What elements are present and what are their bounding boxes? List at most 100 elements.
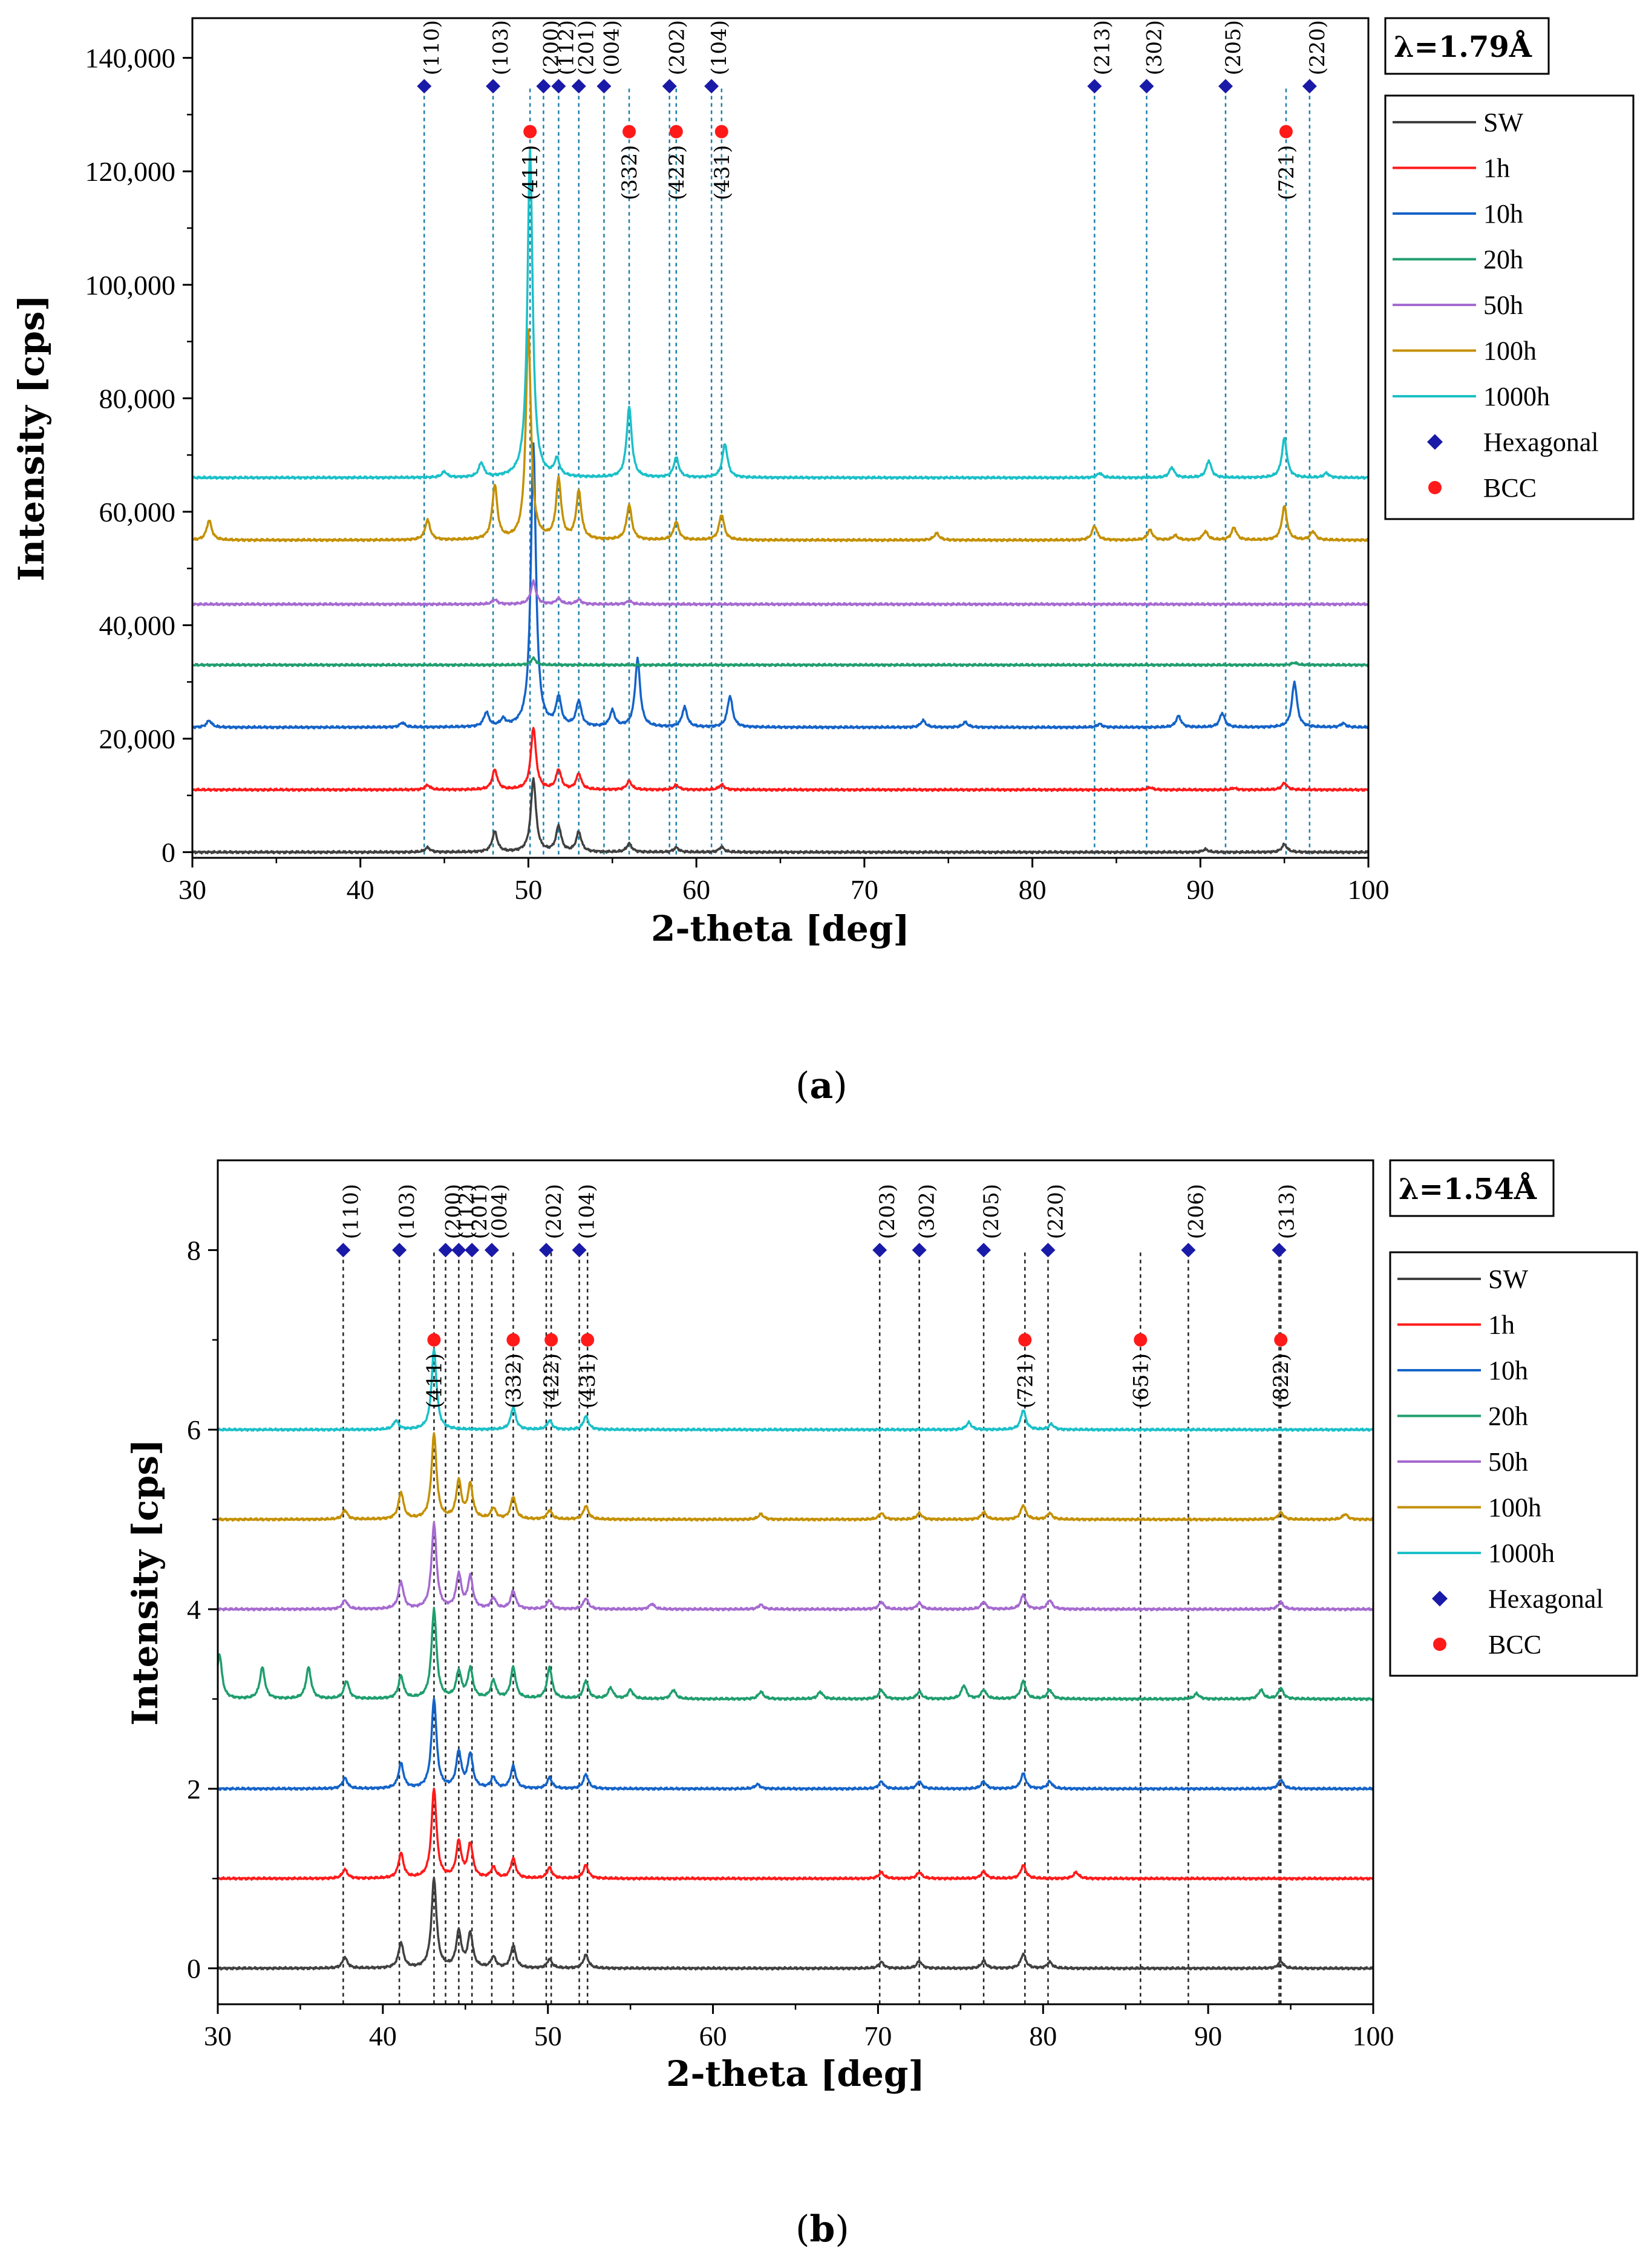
series-curves xyxy=(191,147,1370,855)
y-axis-title: Intensity [cps] xyxy=(11,295,52,581)
x-tick-label: 70 xyxy=(851,874,878,905)
bcc-marker xyxy=(1279,125,1293,139)
series-line-1h xyxy=(191,727,1370,792)
hexagonal-marker xyxy=(538,1243,554,1258)
bcc-label: (422) xyxy=(540,1353,564,1408)
hexagonal-marker xyxy=(572,1243,587,1258)
bcc-marker xyxy=(1134,1333,1148,1347)
plot-frame xyxy=(191,17,1370,859)
legend-label-Hexagonal: Hexagonal xyxy=(1483,428,1599,457)
x-tick-label: 80 xyxy=(1019,874,1047,905)
legend-swatch-bcc xyxy=(1428,481,1442,494)
hexagonal-marker xyxy=(1041,1243,1056,1258)
hexagonal-label: (200) xyxy=(539,20,563,75)
legend-label-BCC: BCC xyxy=(1483,473,1537,503)
legend-label-1000h: 1000h xyxy=(1483,382,1550,411)
y-axis: 0 2 4 6 8 xyxy=(187,1235,218,1984)
series-line-1h xyxy=(217,1787,1374,1881)
y-axis-title: Intensity [cps] xyxy=(125,1439,166,1726)
hexagonal-label: (201) xyxy=(468,1184,492,1239)
bcc-marker xyxy=(506,1333,520,1347)
series-line-SW xyxy=(191,777,1370,855)
bcc-marker xyxy=(1274,1333,1288,1347)
legend-label-1h: 1h xyxy=(1483,154,1510,183)
legend: SW 1h 10h 20h 50h 100h 1000h Hexagonal BCC xyxy=(1384,94,1635,520)
panel-a: 30 40 50 60 70 80 90 100 2-theta [deg] 0 20,000 40,… xyxy=(11,17,1635,949)
y-tick-label: 4 xyxy=(187,1594,201,1625)
x-axis: 30 40 50 60 70 80 90 100 xyxy=(204,2004,1394,2051)
bcc-label: (431) xyxy=(710,145,734,200)
hexagonal-label: (206) xyxy=(1184,1184,1208,1239)
hexagonal-label: (302) xyxy=(915,1184,939,1239)
wavelength-label: λ=1.54Å xyxy=(1399,1172,1537,1206)
y-tick-label: 6 xyxy=(187,1414,201,1445)
y-tick-label: 20,000 xyxy=(99,724,176,754)
bcc-label: (411) xyxy=(422,1353,446,1408)
x-tick-label: 40 xyxy=(369,2021,397,2051)
hexagonal-marker xyxy=(417,79,432,94)
panel-b: 30 40 50 60 70 80 90 100 2-theta [deg] 0 2 4 6 8 Inten… xyxy=(125,1159,1638,2094)
y-tick-label: 0 xyxy=(162,837,175,868)
y-tick-label: 140,000 xyxy=(85,43,176,74)
bcc-marker xyxy=(427,1333,441,1347)
legend-label-50h: 50h xyxy=(1483,290,1523,320)
y-tick-label: 40,000 xyxy=(99,610,176,641)
hexagonal-label: (103) xyxy=(395,1184,419,1239)
x-tick-label: 30 xyxy=(204,2021,232,2051)
hexagonal-label: (110) xyxy=(339,1184,363,1239)
legend: SW 1h 10h 20h 50h 100h 1000h Hexagonal BCC xyxy=(1389,1251,1638,1677)
series-line-50h xyxy=(191,579,1370,607)
bcc-label: (721) xyxy=(1275,145,1299,200)
hexagonal-marker xyxy=(465,1243,480,1258)
y-tick-label: 100,000 xyxy=(85,270,176,301)
legend-swatch-hexagonal xyxy=(1432,1590,1448,1607)
series-line-1000h xyxy=(191,147,1370,480)
hexagonal-label: (104) xyxy=(575,1184,599,1239)
series-line-100h xyxy=(217,1432,1374,1522)
bcc-marker xyxy=(669,125,683,139)
hexagonal-marker xyxy=(976,1243,992,1258)
legend-label-BCC: BCC xyxy=(1488,1630,1541,1659)
y-tick-label: 80,000 xyxy=(99,383,176,414)
legend-label-20h: 20h xyxy=(1483,245,1523,275)
hexagonal-label: (112) xyxy=(554,20,578,75)
hexagonal-label: (104) xyxy=(707,20,731,75)
panel-b-caption: (b) xyxy=(795,2208,849,2250)
series-line-SW xyxy=(217,1876,1374,1971)
hexagonal-marker xyxy=(536,79,551,94)
x-tick-label: 30 xyxy=(178,874,206,905)
legend-label-100h: 100h xyxy=(1483,336,1537,366)
bcc-label: (422) xyxy=(665,145,689,200)
y-tick-label: 0 xyxy=(187,1953,201,1984)
hexagonal-marker xyxy=(1181,1243,1196,1258)
x-tick-label: 60 xyxy=(699,2021,727,2051)
legend-label-50h: 50h xyxy=(1488,1447,1528,1477)
hexagonal-label: (201) xyxy=(575,20,599,75)
hexagonal-marker xyxy=(704,79,719,94)
phase-markers: (110) (103) (200)(112)(201)(004) (202) (104)… xyxy=(417,20,1330,200)
legend-swatch-hexagonal xyxy=(1427,434,1443,450)
legend-label-100h: 100h xyxy=(1488,1493,1541,1523)
legend-label-SW: SW xyxy=(1483,108,1523,137)
y-tick-label: 120,000 xyxy=(85,156,176,187)
hexagonal-marker xyxy=(596,79,612,94)
x-tick-label: 90 xyxy=(1186,874,1214,905)
x-tick-label: 50 xyxy=(534,2021,562,2051)
series-line-20h xyxy=(217,1607,1374,1702)
hexagonal-label: (220) xyxy=(1305,20,1330,75)
x-tick-label: 50 xyxy=(514,874,542,905)
y-tick-label: 2 xyxy=(187,1774,201,1805)
hexagonal-label: (302) xyxy=(1142,20,1166,75)
hexagonal-marker xyxy=(872,1243,887,1258)
bcc-marker xyxy=(523,125,537,139)
bcc-label: (431) xyxy=(576,1353,600,1408)
hexagonal-marker xyxy=(1218,79,1233,94)
hexagonal-label: (202) xyxy=(665,20,690,75)
hexagonal-label: (110) xyxy=(420,20,444,75)
bcc-marker xyxy=(581,1333,595,1347)
reference-lines xyxy=(342,1252,1282,2004)
x-axis-title: 2-theta [deg] xyxy=(666,2053,925,2094)
hexagonal-marker xyxy=(1302,79,1317,94)
hexagonal-marker xyxy=(484,1243,499,1258)
y-tick-label: 8 xyxy=(187,1235,201,1266)
